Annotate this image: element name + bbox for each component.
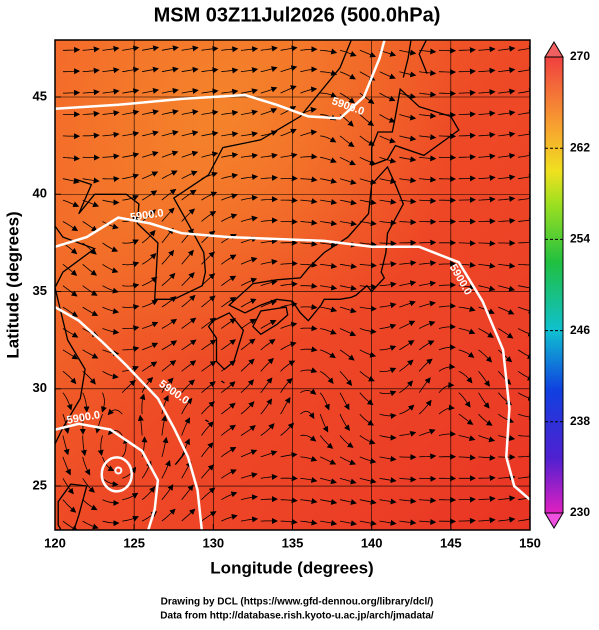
colorbar-tick-label: 246 [570,323,590,337]
footer-line: Drawing by DCL (https://www.gfd-dennou.o… [161,597,434,608]
x-tick-label: 125 [123,535,145,550]
x-tick-label: 140 [361,535,383,550]
x-tick-label: 130 [202,535,224,550]
x-tick-label: 145 [440,535,462,550]
x-axis-label: Longitude (degrees) [210,558,373,577]
colorbar-tick-label: 254 [570,232,590,246]
colorbar-tick-label: 270 [570,49,590,63]
colorbar-extend-top [545,42,563,57]
x-tick-label: 120 [44,535,66,550]
x-tick-label: 150 [519,535,541,550]
colorbar-tick-label: 230 [570,505,590,519]
y-tick-label: 45 [33,88,47,103]
streamline [419,242,435,243]
colorbar-tick-label: 262 [570,140,590,154]
y-tick-label: 30 [33,380,47,395]
y-tick-label: 40 [33,186,47,201]
y-tick-label: 25 [33,477,47,492]
colorbar-tick-label: 238 [570,414,590,428]
footer-line: Data from http://database.rish.kyoto-u.a… [160,611,434,622]
x-tick-label: 135 [282,535,304,550]
chart-title: MSM 03Z11Jul2026 (500.0hPa) [154,4,441,26]
colorbar [545,57,563,513]
streamline [459,499,475,500]
y-tick-label: 35 [33,283,47,298]
y-axis-label: Latitude (degrees) [3,211,22,358]
colorbar-extend-bottom [545,513,563,528]
